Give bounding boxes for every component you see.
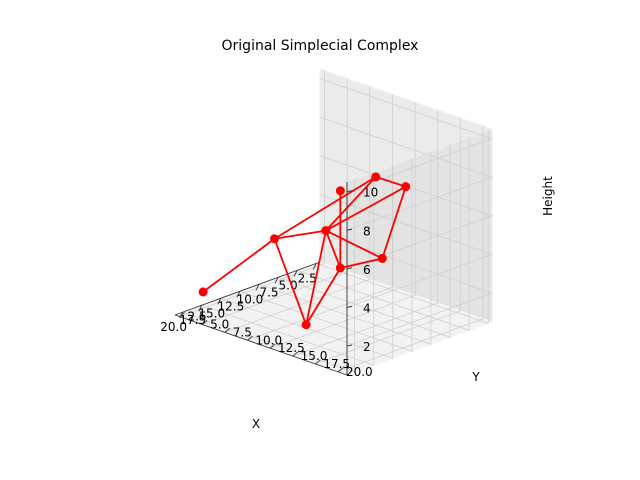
x-tick-mark-0 [312,263,317,270]
tick-labels: 2.55.07.510.012.515.017.520.02.55.07.510… [160,186,378,379]
z-tick-label-2: 6 [363,263,371,277]
grid-z-3 [319,116,494,231]
grid-z-0 [319,232,494,347]
x-tick-label-0: 2.5 [298,271,317,285]
y-axis-line [174,314,348,376]
x-tick-mark-2 [274,277,279,284]
point-5 [377,253,387,263]
edge-3-6 [305,229,327,326]
x-tick-label-5: 15.0 [198,306,225,320]
grid-y-3 [247,94,393,341]
axis-lines [174,182,348,376]
grid-x-2 [277,144,451,338]
point-6 [301,320,311,330]
x-tick-label-3: 10.0 [237,292,264,306]
y-tick-mark-4 [269,343,276,349]
z-tick-mark-1 [346,306,353,308]
edge-2-4 [202,237,276,293]
x-tick-mark-1 [293,270,298,277]
point-1 [401,182,411,192]
y-tick-label-6: 17.5 [323,357,350,371]
grid-x-6 [201,172,375,366]
edges [202,175,407,326]
y-tick-mark-6 [315,359,321,365]
edge-0-1 [374,175,407,188]
grid-y-0 [179,70,325,317]
edge-2-3 [273,229,327,240]
x-tick-label-1: 5.0 [279,278,298,292]
y-tick-mark-7 [337,367,344,373]
y-axis-label: Y [471,370,480,384]
z-tick-label-1: 4 [363,301,371,315]
edge-3-5 [324,229,384,260]
point-0 [371,172,381,182]
y-tick-label-3: 10.0 [255,333,282,347]
x-tick-label-6: 17.5 [179,313,206,327]
y-tick-label-1: 5.0 [210,317,229,331]
grid-x-4 [239,158,413,352]
x-axis-label: X [252,417,260,431]
point-4 [198,287,208,297]
grid-x-3 [258,151,432,345]
y-tick-mark-3 [247,335,253,341]
grid-x-7 [182,179,356,373]
x-axis-line [174,261,321,316]
y-tick-label-4: 12.5 [278,341,305,355]
edge-5-7 [339,257,384,269]
point-2 [270,234,280,244]
z-tick-mark-3 [346,228,353,231]
y-tick-mark-2 [224,328,231,333]
z-tick-mark-2 [346,267,353,270]
x-tick-label-7: 20.0 [160,320,187,334]
grid-lines [179,70,494,373]
edge-6-7 [305,267,342,326]
y-tick-label-0: 2.5 [188,310,207,324]
x-tick-label-2: 7.5 [259,285,278,299]
chart-title: Original Simplecial Complex [222,38,419,54]
z-tick-label-3: 8 [363,224,371,238]
point-8 [335,186,345,196]
y-tick-label-5: 15.0 [301,349,328,363]
edge-1-5 [381,185,407,260]
grid-z-1 [319,194,494,308]
grid-y-7 [337,125,484,373]
y-tick-label-2: 7.5 [233,325,252,339]
grid-z-4 [319,78,494,193]
y-tick-mark-0 [179,312,185,317]
z-tick-label-4: 10 [363,186,378,200]
grid-y-5 [292,110,439,357]
point-7 [335,263,345,273]
x-tick-mark-3 [255,284,260,291]
y-tick-mark-1 [201,320,208,325]
y-tick-label-7: 20.0 [346,365,373,379]
y-tick-mark-5 [292,351,298,357]
grid-y-2 [224,86,371,333]
x-tick-mark-5 [217,298,222,305]
grid-y-6 [315,117,461,365]
x-tick-mark-4 [236,291,241,298]
edge-1-3 [324,185,407,232]
edge-0-3 [324,175,377,232]
z-tick-mark-4 [346,190,353,193]
x-tick-label-4: 12.5 [218,299,245,313]
edge-2-6 [273,237,308,326]
x-tick-mark-6 [198,305,203,312]
z-tick-label-0: 2 [363,340,371,354]
z-tick-mark-0 [346,344,353,347]
edge-0-2 [273,175,377,240]
point-3 [321,226,331,236]
edge-3-7 [324,229,342,269]
points [198,172,411,330]
z-axis-label: Height [541,176,555,216]
